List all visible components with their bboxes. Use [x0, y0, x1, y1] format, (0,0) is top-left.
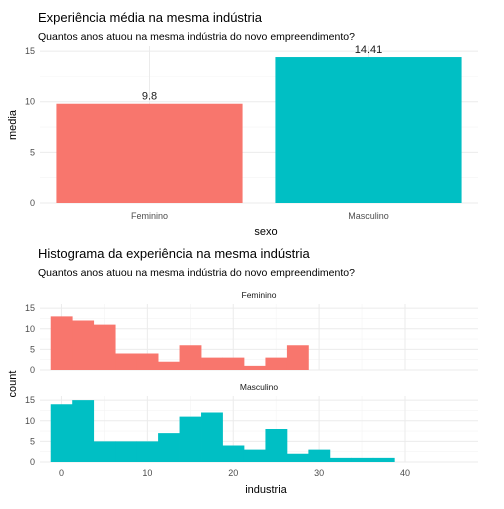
bar-chart-y-axis-title: media: [7, 109, 19, 140]
bar-chart-title: Experiência média na mesma indústria: [38, 10, 263, 25]
histogram-bin: [50, 316, 73, 370]
histogram-bin: [308, 449, 331, 462]
histogram-bin: [222, 357, 245, 370]
histogram-bin: [243, 365, 266, 370]
histogram-bin: [72, 400, 95, 462]
bar-chart-y-ticks: 0 5 10 15: [25, 46, 35, 208]
histogram-bin: [351, 457, 374, 462]
y-tick-label: 10: [25, 97, 35, 107]
x-tick-label: 0: [59, 468, 64, 478]
histogram-bin: [115, 441, 138, 462]
histogram-bin: [201, 412, 223, 462]
facet-feminino: Feminino 0 5 10 15: [25, 290, 478, 375]
histogram-bin: [93, 441, 116, 462]
y-tick-label: 15: [25, 303, 35, 313]
y-tick-label: 5: [30, 436, 35, 446]
x-tick-label: 20: [228, 468, 238, 478]
bar-masculino: [275, 57, 462, 203]
histogram-bin: [286, 345, 309, 370]
histogram-bin: [286, 453, 309, 462]
histogram-bin: [329, 457, 352, 462]
histogram-bin: [222, 445, 245, 462]
histogram-bin: [265, 357, 288, 370]
histogram-x-ticks: 0 10 20 30 40: [59, 468, 410, 478]
y-tick-label: 15: [25, 46, 35, 56]
histogram-subtitle: Quantos anos atuou na mesma indústria do…: [38, 267, 355, 279]
x-tick-label: Masculino: [348, 211, 389, 221]
histogram-bin: [158, 433, 180, 462]
histogram-bin: [179, 416, 202, 462]
histogram-bin: [136, 441, 159, 462]
data-label: 14.41: [355, 44, 383, 56]
histogram-bin: [179, 345, 202, 370]
facet-strip-label: Feminino: [242, 290, 277, 300]
histogram-bin: [243, 449, 266, 462]
histogram-bin: [136, 353, 159, 370]
x-tick-label: 40: [400, 468, 410, 478]
data-label: 9.8: [142, 91, 157, 103]
bar-chart-x-ticks: Feminino Masculino: [131, 211, 389, 221]
histogram-bin: [158, 361, 180, 370]
histogram-y-axis-title: count: [7, 371, 19, 398]
bar-feminino: [56, 103, 243, 203]
histogram-bin: [201, 357, 223, 370]
histogram-chart: Histograma da experiência na mesma indús…: [7, 246, 478, 496]
y-tick-label: 5: [30, 344, 35, 354]
histogram-bin: [50, 404, 73, 462]
y-tick-label: 10: [25, 416, 35, 426]
histogram-bin: [93, 324, 116, 370]
y-tick-label: 10: [25, 324, 35, 334]
facet-masculino: Masculino 0 5 10 15: [25, 382, 478, 467]
y-tick-label: 0: [30, 198, 35, 208]
x-tick-label: 30: [314, 468, 324, 478]
histogram-bin: [265, 429, 288, 462]
y-tick-label: 0: [30, 457, 35, 467]
histogram-bin: [372, 457, 395, 462]
y-tick-label: 15: [25, 395, 35, 405]
x-tick-label: Feminino: [131, 211, 168, 221]
histogram-bin: [72, 320, 95, 370]
y-tick-label: 0: [30, 365, 35, 375]
facet-strip-label: Masculino: [240, 382, 279, 392]
histogram-title: Histograma da experiência na mesma indús…: [38, 246, 310, 261]
bar-chart-subtitle: Quantos anos atuou na mesma indústria do…: [38, 31, 355, 43]
y-tick-label: 5: [30, 147, 35, 157]
histogram-bin: [115, 353, 138, 370]
bar-chart-data-labels: 9.8 14.41: [142, 44, 382, 103]
x-tick-label: 10: [142, 468, 152, 478]
bar-chart: Experiência média na mesma indústria Qua…: [7, 10, 478, 238]
bar-chart-bars: [56, 57, 462, 203]
histogram-x-axis-title: industria: [245, 484, 287, 496]
bar-chart-x-axis-title: sexo: [254, 226, 277, 238]
